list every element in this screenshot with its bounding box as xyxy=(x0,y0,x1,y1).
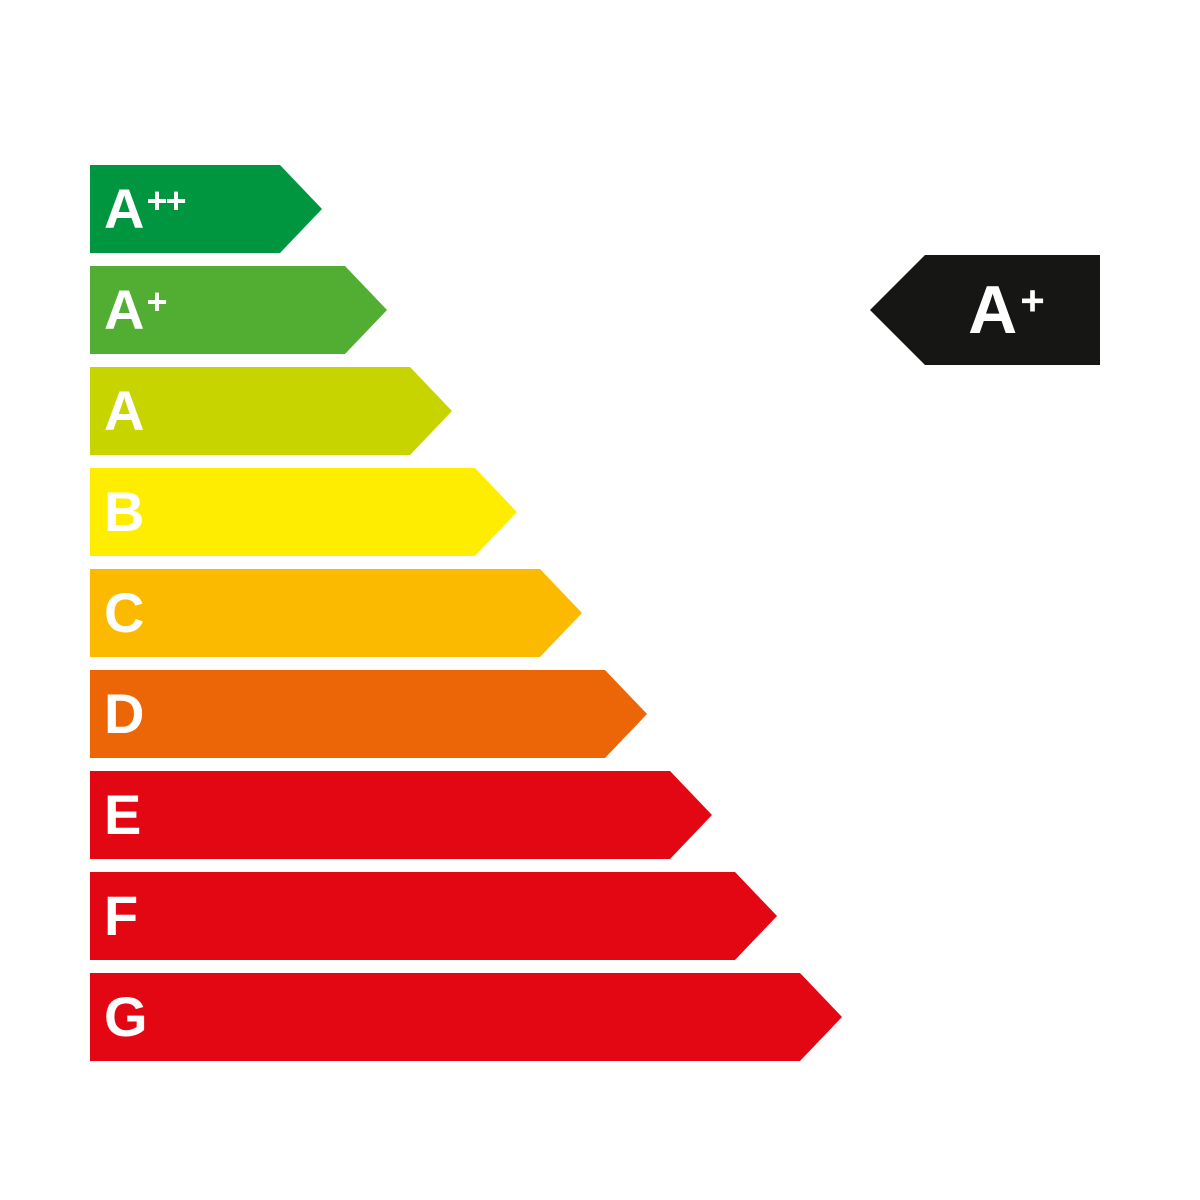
energy-bar-label: A++ xyxy=(104,181,185,237)
energy-bar-g: G xyxy=(90,973,842,1061)
indicator-body: A+ xyxy=(925,255,1100,365)
energy-bar-body: A+ xyxy=(90,266,345,354)
energy-bar-label: F xyxy=(104,888,138,944)
energy-bar-c: C xyxy=(90,569,842,657)
energy-bar-body: D xyxy=(90,670,605,758)
energy-bar-b: B xyxy=(90,468,842,556)
energy-bar-d: D xyxy=(90,670,842,758)
energy-bar-body: E xyxy=(90,771,670,859)
energy-bar-label: E xyxy=(104,787,141,843)
energy-bar-label: A xyxy=(104,383,144,439)
arrow-right-icon xyxy=(280,165,322,253)
energy-bar-body: G xyxy=(90,973,800,1061)
indicator-label: A+ xyxy=(968,276,1045,344)
energy-rating-indicator: A+ xyxy=(870,255,1100,365)
arrow-right-icon xyxy=(540,569,582,657)
energy-rating-chart: A++ A+ ABCDEFG xyxy=(90,165,842,1074)
arrow-right-icon xyxy=(475,468,517,556)
energy-bar-f: F xyxy=(90,872,842,960)
energy-bar-body: F xyxy=(90,872,735,960)
energy-bar-body: B xyxy=(90,468,475,556)
energy-bar-a+: A+ xyxy=(90,266,842,354)
energy-bar-label: C xyxy=(104,585,144,641)
energy-bar-body: C xyxy=(90,569,540,657)
arrow-right-icon xyxy=(605,670,647,758)
arrow-right-icon xyxy=(410,367,452,455)
energy-bar-body: A xyxy=(90,367,410,455)
arrow-right-icon xyxy=(735,872,777,960)
energy-bar-label: B xyxy=(104,484,144,540)
energy-bar-a: A xyxy=(90,367,842,455)
energy-bar-label: A+ xyxy=(104,282,165,338)
energy-bar-e: E xyxy=(90,771,842,859)
energy-bar-label: D xyxy=(104,686,144,742)
energy-bar-a++: A++ xyxy=(90,165,842,253)
arrow-left-icon xyxy=(870,255,925,365)
arrow-right-icon xyxy=(670,771,712,859)
energy-bar-label: G xyxy=(104,989,148,1045)
arrow-right-icon xyxy=(345,266,387,354)
arrow-right-icon xyxy=(800,973,842,1061)
energy-bar-body: A++ xyxy=(90,165,280,253)
